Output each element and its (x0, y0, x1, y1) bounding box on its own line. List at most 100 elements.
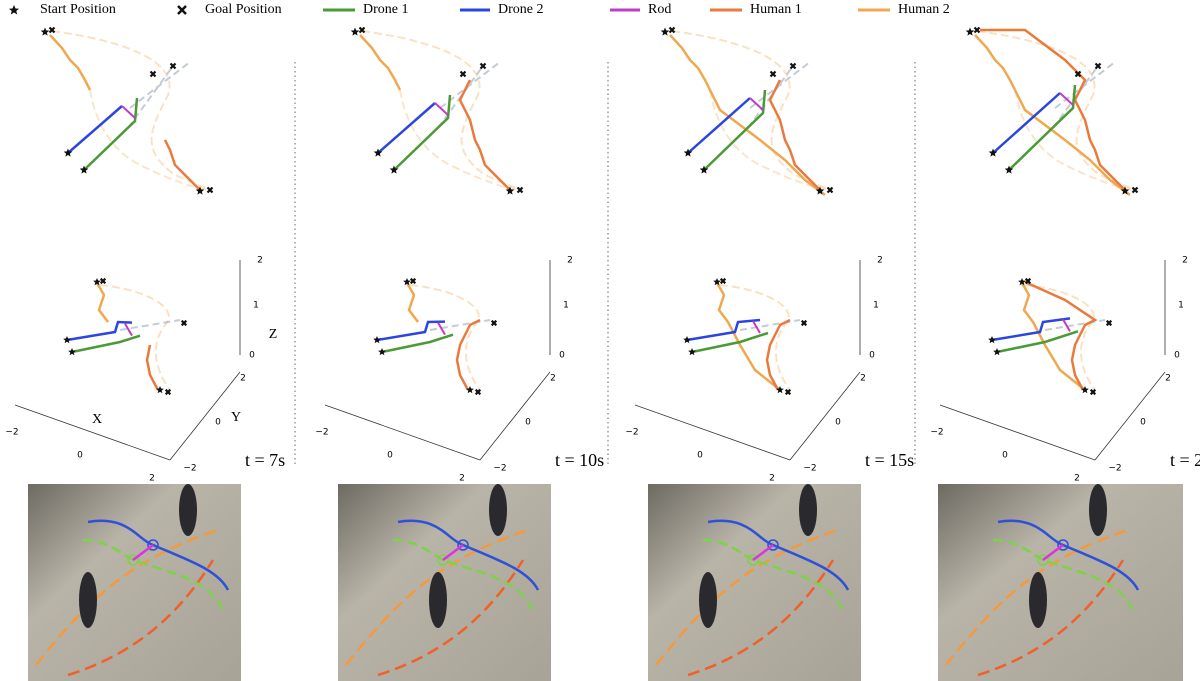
drone1-path (703, 89, 767, 171)
rod (749, 97, 764, 111)
start-marker (1004, 165, 1014, 174)
drone2-path (991, 317, 1071, 342)
start-marker (776, 386, 784, 394)
human1-path (145, 344, 160, 391)
start-marker (988, 336, 996, 344)
drone1-path (83, 97, 139, 171)
faded-path (709, 89, 831, 191)
start-marker (403, 278, 411, 286)
photo-drone1 (392, 538, 535, 611)
photo-drone (127, 554, 139, 566)
goal-marker (409, 277, 417, 285)
start-marker (63, 336, 71, 344)
photo-person (799, 484, 817, 536)
start-marker (1081, 386, 1089, 394)
x-tick-label: 2 (1074, 474, 1080, 484)
panel: −2 0 2 −2 0 2 0 1 2 X Y Zt = 7s (5, 26, 285, 681)
goal-marker (206, 186, 214, 194)
start-marker (378, 348, 386, 356)
drone2-path (67, 105, 123, 154)
photo-rod (132, 544, 154, 561)
photo (648, 484, 861, 681)
y-tick-label: 2 (860, 374, 866, 384)
legend-label: Rod (648, 2, 671, 17)
faded-path (1014, 89, 1136, 191)
plot-3d: −2 0 2 −2 0 2 0 1 2 (625, 256, 883, 484)
start-marker (1120, 186, 1130, 195)
goal-marker (459, 70, 467, 78)
z-tick-label: 1 (873, 301, 879, 311)
photo-human2 (655, 528, 839, 666)
goal-icon (177, 5, 187, 15)
photo-human1 (977, 559, 1125, 677)
x-tick-label: 2 (459, 474, 465, 484)
goal-marker (826, 186, 834, 194)
legend-label: Human 1 (750, 2, 802, 17)
human1-path (765, 318, 791, 391)
goal-marker (474, 388, 482, 396)
photo-person (429, 572, 447, 628)
z-tick-label: 2 (257, 256, 263, 266)
faded-path (671, 30, 831, 191)
y-tick-label: −2 (1108, 464, 1121, 474)
x-tick-label: −2 (315, 428, 328, 438)
photo-human2 (345, 528, 529, 666)
photo-human1 (687, 559, 835, 677)
rod (752, 320, 761, 334)
start-marker (68, 348, 76, 356)
x-axis (634, 404, 791, 461)
y-tick-label: 0 (525, 418, 531, 428)
start-marker (1018, 278, 1026, 286)
goal-marker (1094, 62, 1102, 70)
goal-marker (769, 70, 777, 78)
drone1-path (996, 330, 1079, 354)
drone1-path (393, 94, 452, 171)
start-marker (713, 278, 721, 286)
photo-drone (437, 554, 449, 566)
x-tick-label: −2 (5, 428, 18, 438)
photo-person (179, 484, 197, 536)
plot-3d: −2 0 2 −2 0 2 0 1 2 (930, 256, 1188, 484)
goal-marker (149, 70, 157, 78)
start-marker (660, 27, 670, 36)
plot-3d: −2 0 2 −2 0 2 0 1 2 X Y Z (5, 256, 277, 484)
z-tick-label: 2 (567, 256, 573, 266)
drone2-path (687, 97, 751, 154)
drone2-path (376, 320, 446, 342)
x-tick-label: −2 (930, 428, 943, 438)
drone1-path (381, 333, 454, 354)
photo-rod (442, 544, 464, 561)
drone1-path (71, 334, 141, 354)
start-marker (466, 386, 474, 394)
y-tick-label: 0 (835, 418, 841, 428)
goal-marker (784, 388, 792, 396)
faded-path (99, 284, 171, 391)
x-axis (939, 404, 1096, 461)
y-tick-label: 2 (240, 374, 246, 384)
y-tick-label: 2 (1165, 374, 1171, 384)
legend: Start Position Goal Position Drone 1 Dro… (9, 2, 950, 17)
goal-marker (169, 62, 177, 70)
faded-path (51, 30, 211, 191)
separators (294, 62, 916, 465)
photo-drone1 (82, 538, 225, 611)
faded-path (739, 319, 801, 331)
goal-marker (164, 388, 172, 396)
axis-label: Y (231, 410, 241, 425)
photo-person (1089, 484, 1107, 536)
start-marker (699, 165, 709, 174)
y-axis (789, 371, 861, 461)
human2-path (715, 282, 781, 391)
time-label: t = 15s (865, 450, 914, 470)
start-marker (156, 386, 164, 394)
photo-drone1 (702, 538, 845, 611)
start-marker (988, 148, 998, 157)
start-marker (40, 27, 50, 36)
faded-path (429, 319, 491, 331)
goal-marker (719, 277, 727, 285)
y-tick-label: −2 (183, 464, 196, 474)
faded-path (976, 30, 1136, 191)
drone2-path (686, 318, 761, 342)
rod (124, 323, 133, 337)
